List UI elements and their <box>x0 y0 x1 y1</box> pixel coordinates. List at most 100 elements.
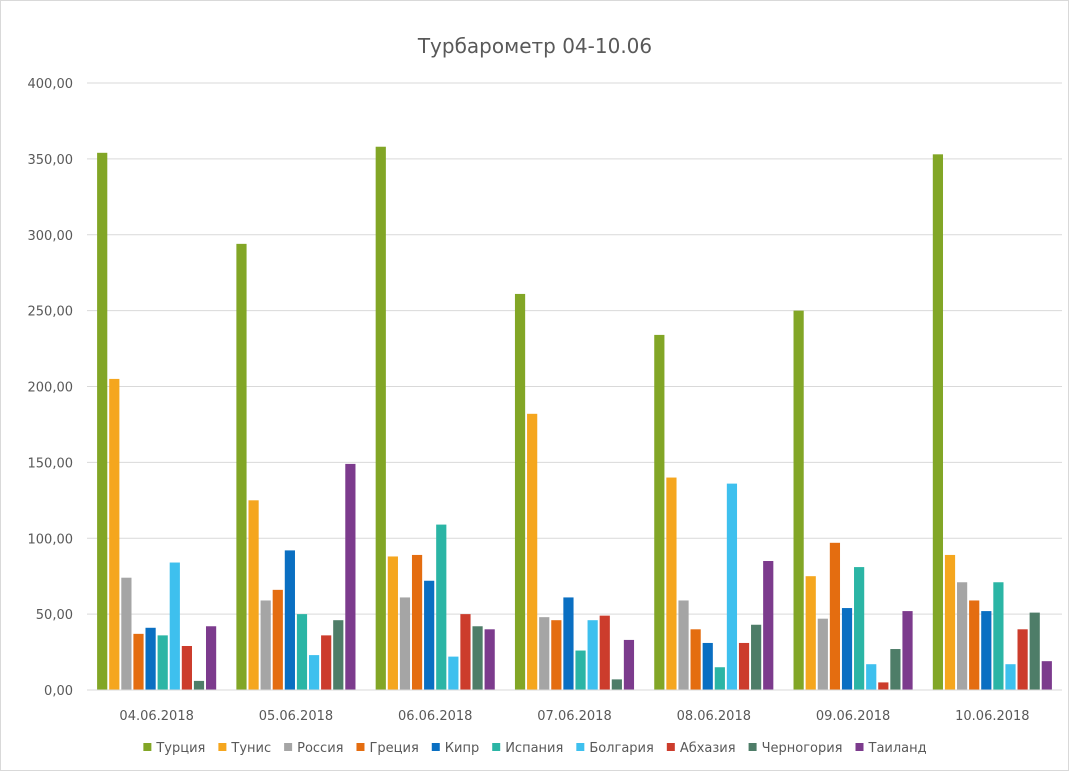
bar <box>829 542 841 690</box>
gridlines <box>87 82 1062 615</box>
bar <box>623 639 635 690</box>
x-tick-label: 04.06.2018 <box>119 709 193 724</box>
bar <box>169 562 180 690</box>
y-tick-label: 0,00 <box>44 684 73 699</box>
bar <box>375 146 386 691</box>
bar <box>690 629 701 690</box>
legend-label: Болгария <box>589 741 654 756</box>
y-tick-label: 50,00 <box>36 608 73 623</box>
legend-swatch <box>492 743 501 751</box>
bar <box>1017 629 1028 690</box>
bar <box>854 567 865 690</box>
bar <box>97 152 108 690</box>
legend-label: Кипр <box>445 741 479 756</box>
legend-label: Испания <box>505 741 563 756</box>
y-tick-label: 300,00 <box>28 229 74 244</box>
bar <box>460 614 471 690</box>
chart-title: Турбарометр 04-10.06 <box>417 34 652 58</box>
bar <box>878 682 889 690</box>
legend-item: Россия <box>284 741 343 756</box>
bar <box>1041 661 1052 690</box>
bar <box>726 483 738 690</box>
bar <box>539 617 550 690</box>
bar <box>944 554 956 690</box>
bar <box>181 645 192 690</box>
bar <box>1005 664 1016 690</box>
legend-swatch <box>748 743 757 751</box>
legend-label: Черногория <box>762 741 843 756</box>
legend-label: Турция <box>155 741 205 756</box>
bar <box>387 556 398 690</box>
bar <box>866 664 877 690</box>
bar <box>611 679 622 690</box>
bar <box>236 243 247 691</box>
legend-swatch <box>431 743 440 751</box>
bar <box>1029 612 1040 690</box>
bar <box>841 608 853 690</box>
bar <box>599 615 610 690</box>
bar <box>448 656 459 690</box>
bar <box>399 597 411 690</box>
y-tick-label: 400,00 <box>28 77 74 92</box>
x-tick-label: 05.06.2018 <box>259 709 333 724</box>
bar <box>333 620 344 690</box>
legend-swatch <box>218 743 227 751</box>
bar <box>109 378 120 690</box>
y-tick-label: 200,00 <box>28 381 74 396</box>
bar <box>793 310 804 690</box>
bar <box>738 642 750 690</box>
bar <box>121 577 132 690</box>
bar <box>902 611 913 690</box>
bar <box>551 620 562 690</box>
bar <box>321 635 332 690</box>
legend-item: Кипр <box>431 741 479 756</box>
y-tick-label: 150,00 <box>28 456 74 471</box>
legend-swatch <box>666 743 675 751</box>
legend-item: Турция <box>143 741 205 756</box>
bar <box>751 624 762 690</box>
x-tick-label: 08.06.2018 <box>677 709 751 724</box>
x-tick-label: 09.06.2018 <box>816 709 890 724</box>
bar <box>248 500 259 690</box>
bar <box>981 611 992 690</box>
y-axis-ticks: 0,00 50,00 100,00 150,00 200,00 250,00 300,00 3… <box>28 77 74 699</box>
bar <box>284 550 295 690</box>
y-tick-label: 100,00 <box>28 532 74 547</box>
bar <box>133 633 144 690</box>
legend-label: Россия <box>297 741 343 756</box>
bar <box>260 600 271 690</box>
legend-item: Черногория <box>748 741 843 756</box>
bars <box>97 146 1052 691</box>
legend-swatch <box>143 743 152 751</box>
bar <box>678 600 689 690</box>
bar <box>817 618 828 690</box>
bar <box>436 524 447 690</box>
legend: Турция Тунис Россия Греция Кипр Испания Болгар… <box>143 741 927 756</box>
x-tick-label: 10.06.2018 <box>955 709 1029 724</box>
x-tick-label: 07.06.2018 <box>537 709 611 724</box>
legend-label: Тунис <box>230 741 271 756</box>
bar <box>763 561 774 690</box>
bar <box>308 655 320 690</box>
bar <box>345 463 356 690</box>
legend-item: Тунис <box>218 741 271 756</box>
bar <box>296 614 308 690</box>
bar <box>205 626 217 690</box>
legend-item: Таиланд <box>855 741 927 756</box>
legend-swatch <box>356 743 365 751</box>
y-tick-label: 350,00 <box>28 153 74 168</box>
bar <box>272 589 283 690</box>
legend-label: Греция <box>369 741 418 756</box>
bar <box>932 154 944 690</box>
bar <box>527 413 538 690</box>
bar <box>575 650 586 690</box>
legend-swatch <box>576 743 585 751</box>
legend-swatch <box>284 743 293 751</box>
legend-label: Таиланд <box>868 741 927 756</box>
x-axis-ticks: 04.06.2018 05.06.2018 06.06.2018 07.06.2018… <box>119 709 1029 724</box>
bar <box>424 580 435 690</box>
bar <box>666 477 677 690</box>
bar <box>472 626 483 690</box>
